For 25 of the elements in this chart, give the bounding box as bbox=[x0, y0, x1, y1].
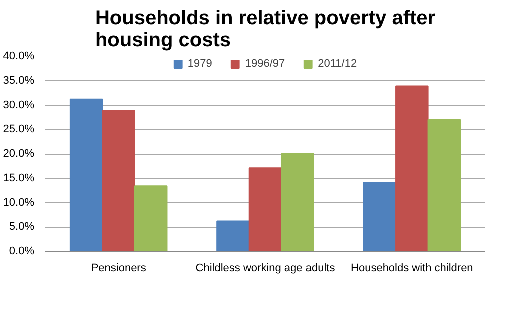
bar bbox=[363, 182, 397, 252]
legend-label: 2011/12 bbox=[318, 58, 358, 70]
x-tick-label: Pensioners bbox=[91, 262, 147, 274]
y-tick-label: 20.0% bbox=[3, 148, 35, 160]
y-tick-label: 40.0% bbox=[3, 50, 35, 62]
legend-label: 1996/97 bbox=[245, 58, 286, 70]
y-tick-label: 30.0% bbox=[3, 99, 35, 112]
y-tick-label: 5.0% bbox=[9, 221, 35, 234]
y-tick-label: 0.0% bbox=[9, 246, 35, 258]
bar bbox=[216, 220, 250, 252]
bar bbox=[248, 168, 282, 252]
bar bbox=[428, 119, 462, 252]
bar bbox=[102, 110, 136, 252]
bar bbox=[396, 86, 429, 252]
y-tick-label: 35.0% bbox=[3, 74, 35, 87]
y-tick-label: 10.0% bbox=[3, 196, 35, 209]
y-tick-label: 25.0% bbox=[3, 124, 35, 136]
legend-label: 1979 bbox=[188, 58, 212, 70]
x-tick-label: Households with children bbox=[351, 262, 474, 274]
bar bbox=[70, 98, 104, 252]
chart-title: Households in relative poverty after housing costs bbox=[95, 8, 436, 52]
bar bbox=[134, 186, 168, 252]
x-tick-label: Childless working age adults bbox=[196, 262, 336, 274]
bar bbox=[281, 154, 314, 252]
y-tick-label: 15.0% bbox=[3, 172, 35, 184]
